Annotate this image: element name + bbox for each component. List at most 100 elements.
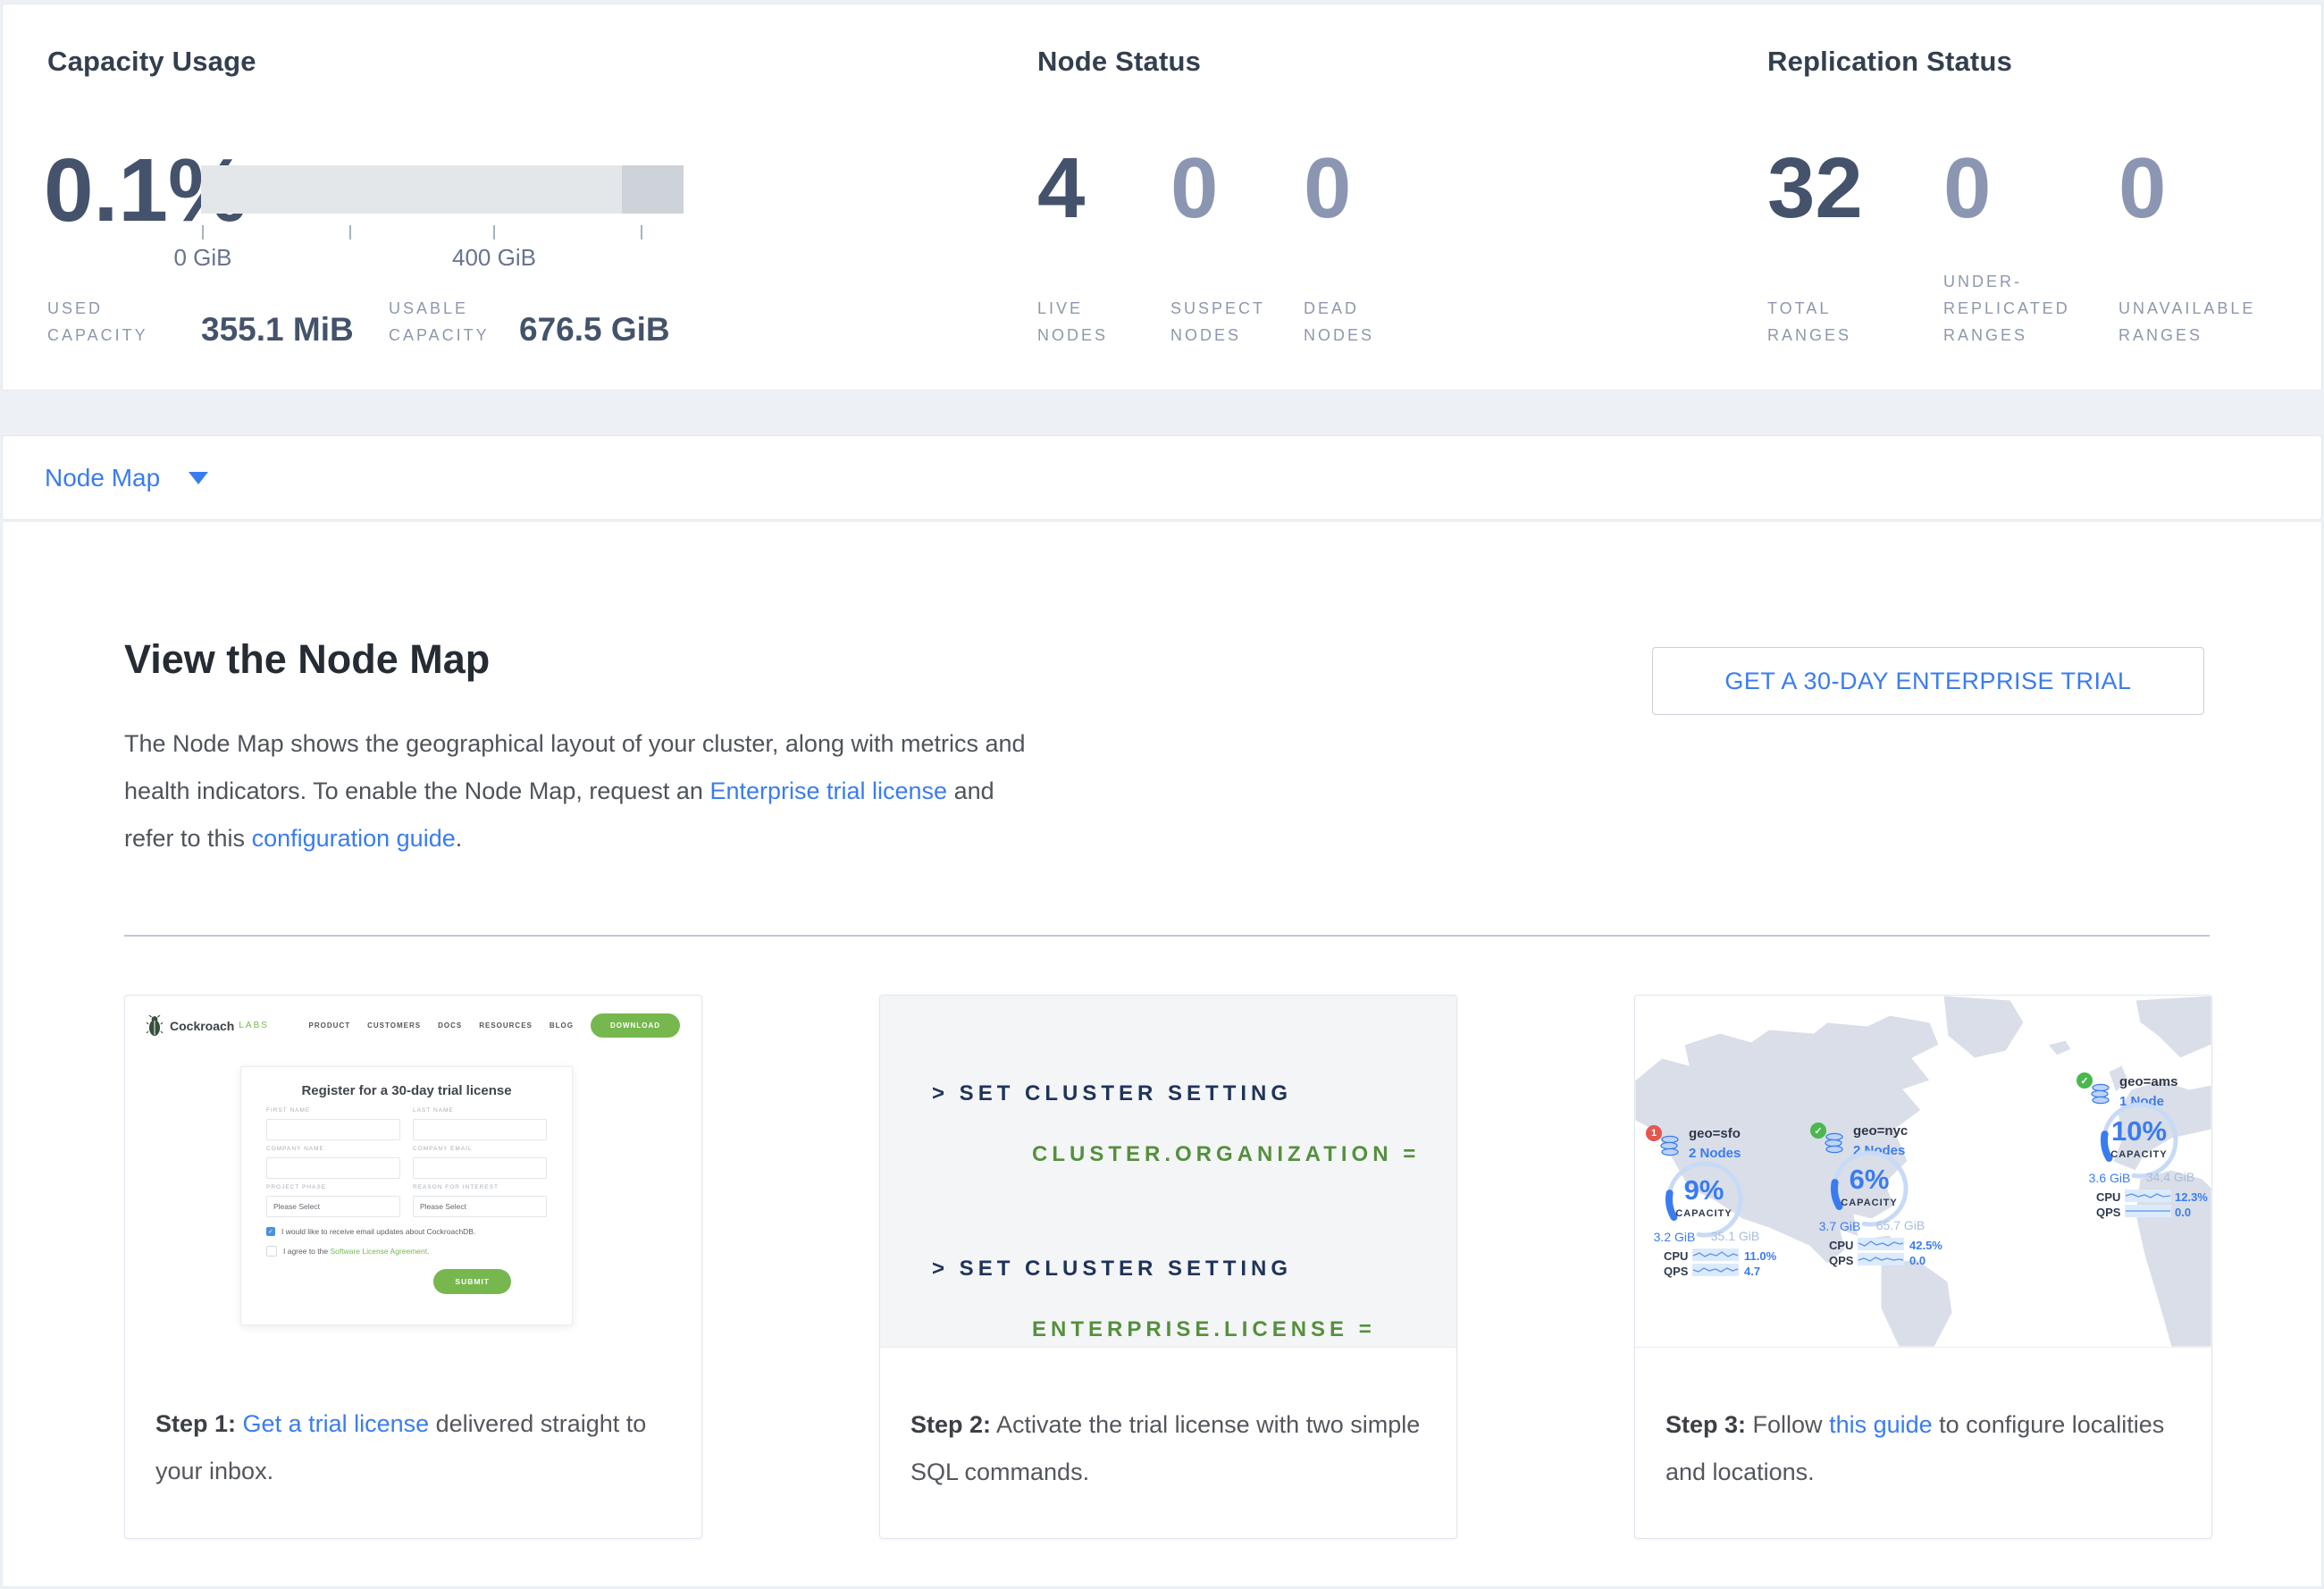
capacity-bar-tick [493,225,495,240]
capacity-usage-title: Capacity Usage [47,46,256,77]
step3-caption: Step 3: Follow this guide to configure l… [1665,1411,2165,1485]
capacity-tick-label-0: 0 GiB [173,244,232,271]
used-capacity-label: USED CAPACITY [47,299,148,344]
sql-set-cluster-setting-1: > SET CLUSTER SETTING [932,1081,1293,1106]
cluster-summary-bar: Capacity Usage 0.1% 0 GiB 400 GiB USED C… [2,4,2322,391]
replication-status-title: Replication Status [1767,46,2013,77]
software-license-link: Software License Agreement. [330,1247,430,1256]
intro-paragraph: The Node Map shows the geographical layo… [124,720,1045,862]
world-map [1635,996,2211,1347]
capacity-gauge [1831,1150,1909,1227]
trial-company-email-field [413,1157,547,1179]
check-circle-icon: ✓ [1810,1122,1826,1139]
configuration-guide-link[interactable]: configuration guide [251,825,456,852]
total-ranges-value: 32 [1767,140,1863,236]
trial-project-phase-select: Please Select [266,1196,400,1217]
usable-capacity-value: 676.5 GiB [519,311,670,348]
capacity-bar-tick [202,225,204,240]
get-trial-license-link[interactable]: Get a trial license [242,1410,430,1437]
dead-nodes-label: DEAD NODES [1304,299,1375,344]
trial-field-label: REASON FOR INTEREST [413,1184,499,1190]
trial-registration-form: Register for a 30-day trial license FIRS… [240,1066,573,1325]
step-card-3: 1 geo=sfo 2 Nodes 9% CAPACITY 3.2 GiB [1634,995,2212,1539]
trial-first-name-field [266,1119,400,1140]
db-stack-icon [2091,1083,2110,1105]
this-guide-link[interactable]: this guide [1829,1411,1933,1438]
step1-label: Step 1: [155,1410,237,1437]
trial-site-header: Cockroach LABS PRODUCT CUSTOMERS DOCS RE… [125,996,701,1038]
check-circle-icon: ✓ [2076,1072,2093,1089]
node-map-promo-section: View the Node Map The Node Map shows the… [2,522,2322,1587]
step3-label: Step 3: [1665,1411,1747,1438]
qps-sparkline [1858,1253,1904,1265]
trial-field-label: COMPANY EMAIL [413,1146,473,1152]
node-status-title: Node Status [1037,46,1202,77]
trial-site-nav: PRODUCT CUSTOMERS DOCS RESOURCES BLOG [309,1022,574,1030]
step-card-2: > SET CLUSTER SETTING CLUSTER.ORGANIZATI… [879,995,1457,1539]
under-replicated-ranges-value: 0 [1943,140,1992,236]
total-ranges-label: TOTAL RANGES [1767,299,1852,344]
live-nodes-value: 4 [1037,140,1086,236]
trial-field-label: PROJECT PHASE [266,1184,327,1190]
sql-set-cluster-setting-2: > SET CLUSTER SETTING [932,1257,1293,1281]
enterprise-trial-button[interactable]: GET A 30-DAY ENTERPRISE TRIAL [1652,647,2204,715]
intro-text: The Node Map shows the geographical layo… [124,730,1026,804]
suspect-nodes-label: SUSPECT NODES [1170,299,1265,344]
trial-site-nav-item: DOCS [438,1022,463,1030]
capacity-tick-label-400: 400 GiB [452,244,536,271]
suspect-nodes-value: 0 [1170,140,1219,236]
sql-enterprise-license: ENTERPRISE.LICENSE = [1032,1317,1376,1341]
section-divider [124,935,2210,937]
live-nodes-label: LIVE NODES [1037,299,1109,344]
cpu-sparkline [2125,1190,2171,1202]
trial-company-name-field [266,1157,400,1179]
unavailable-ranges-label: UNAVAILABLE RANGES [2118,299,2256,344]
dead-nodes-value: 0 [1304,140,1352,236]
under-replicated-ranges-label: UNDER-REPLICATED RANGES [1943,273,2070,344]
intro-text: . [455,825,463,852]
node-map-dropdown[interactable]: Node Map [2,435,2322,520]
trial-site-nav-item: PRODUCT [308,1022,351,1030]
intro-text: and refer to this [124,778,994,852]
trial-site-nav-item: BLOG [549,1022,574,1030]
capacity-gauge [2101,1102,2178,1179]
trial-field-label: FIRST NAME [266,1107,311,1114]
db-stack-icon [1660,1135,1679,1156]
used-capacity-value: 355.1 MiB [201,311,354,348]
step1-caption: Step 1: Get a trial license delivered st… [155,1410,647,1484]
sql-commands-panel: > SET CLUSTER SETTING CLUSTER.ORGANIZATI… [880,996,1456,1348]
trial-form-title: Register for a 30-day trial license [301,1083,512,1098]
sql-cluster-organization: CLUSTER.ORGANIZATION = [1032,1142,1421,1166]
alert-badge-icon: 1 [1646,1125,1662,1141]
trial-signup-screenshot: Cockroach LABS PRODUCT CUSTOMERS DOCS RE… [125,996,701,1347]
trial-updates-checkbox-label: I would like to receive email updates ab… [281,1227,476,1236]
usable-capacity-label: USABLE CAPACITY [389,299,490,344]
trial-updates-checkbox-row: ✓ I would like to receive email updates … [266,1227,547,1236]
db-stack-icon [1825,1132,1843,1154]
enterprise-trial-license-link[interactable]: Enterprise trial license [709,778,948,804]
trial-site-nav-item: CUSTOMERS [367,1022,422,1030]
node-map-dropdown-label[interactable]: Node Map [45,463,161,492]
unavailable-ranges-value: 0 [2118,140,2167,236]
cpu-sparkline [1692,1248,1739,1261]
step2-caption: Step 2: Activate the trial license with … [910,1411,1421,1485]
trial-site-brand-suffix: LABS [239,1021,269,1030]
trial-reason-select: Please Select [413,1196,547,1217]
chevron-down-icon [189,471,209,484]
capacity-bar-tick [641,225,642,240]
cpu-sparkline [1858,1238,1904,1250]
checkbox-unchecked-icon [266,1246,277,1257]
trial-license-checkbox-row: I agree to the Software License Agreemen… [266,1246,547,1257]
capacity-bar-tick [349,225,351,240]
trial-field-label: LAST NAME [413,1107,454,1114]
cockroach-logo-icon [147,1014,163,1036]
capacity-bar-reserved-segment [622,165,684,214]
page-title: View the Node Map [124,636,491,682]
node-map-preview: 1 geo=sfo 2 Nodes 9% CAPACITY 3.2 GiB [1635,996,2211,1348]
capacity-bar [201,165,684,214]
trial-submit-button: SUBMIT [433,1269,511,1294]
step2-label: Step 2: [910,1411,992,1438]
qps-sparkline [1692,1264,1739,1276]
step-card-1: Cockroach LABS PRODUCT CUSTOMERS DOCS RE… [124,995,702,1539]
